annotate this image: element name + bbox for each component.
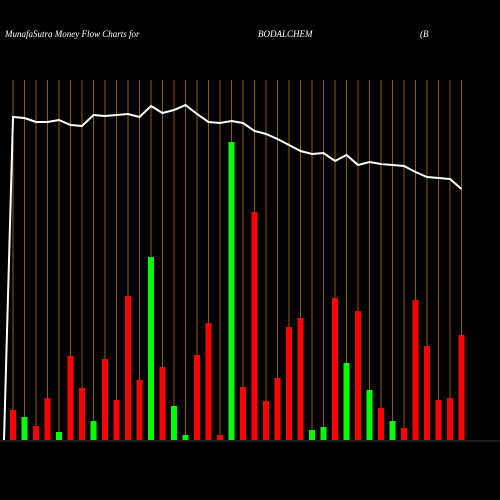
bar xyxy=(263,401,269,440)
bar xyxy=(67,356,74,440)
bar xyxy=(286,327,292,440)
bar xyxy=(458,335,465,440)
bar xyxy=(79,388,85,440)
bar xyxy=(343,363,350,440)
bar xyxy=(136,380,143,440)
bar xyxy=(378,408,384,440)
bar xyxy=(182,435,189,440)
bar xyxy=(102,359,108,440)
bar xyxy=(10,410,16,440)
chart-title: MunafaSutra Money Flow Charts for xyxy=(4,29,140,39)
bar xyxy=(424,346,430,440)
bar xyxy=(171,406,177,440)
bar xyxy=(274,378,281,440)
bar xyxy=(90,421,97,440)
annotation: (B xyxy=(420,29,429,39)
bar xyxy=(389,421,396,440)
bar xyxy=(355,311,361,440)
bar xyxy=(447,398,453,440)
bar xyxy=(33,426,39,440)
bar xyxy=(125,296,131,440)
bar xyxy=(56,432,62,440)
bar xyxy=(309,430,315,440)
bar xyxy=(148,257,154,440)
bar xyxy=(113,400,120,440)
bar xyxy=(366,390,373,440)
bar xyxy=(44,398,51,440)
bar xyxy=(401,428,407,440)
bar xyxy=(194,355,200,440)
price-line xyxy=(3,103,463,441)
bar xyxy=(320,427,327,440)
bar xyxy=(251,212,258,440)
bar xyxy=(332,298,338,440)
bar xyxy=(21,417,28,440)
bar xyxy=(240,387,246,440)
bar xyxy=(297,318,304,440)
bar xyxy=(435,400,442,440)
bar xyxy=(217,435,223,440)
bar xyxy=(412,300,419,440)
bar xyxy=(228,142,235,440)
bar xyxy=(159,367,166,440)
bar xyxy=(205,323,212,440)
chart-subtitle: BODALCHEM xyxy=(258,29,313,39)
